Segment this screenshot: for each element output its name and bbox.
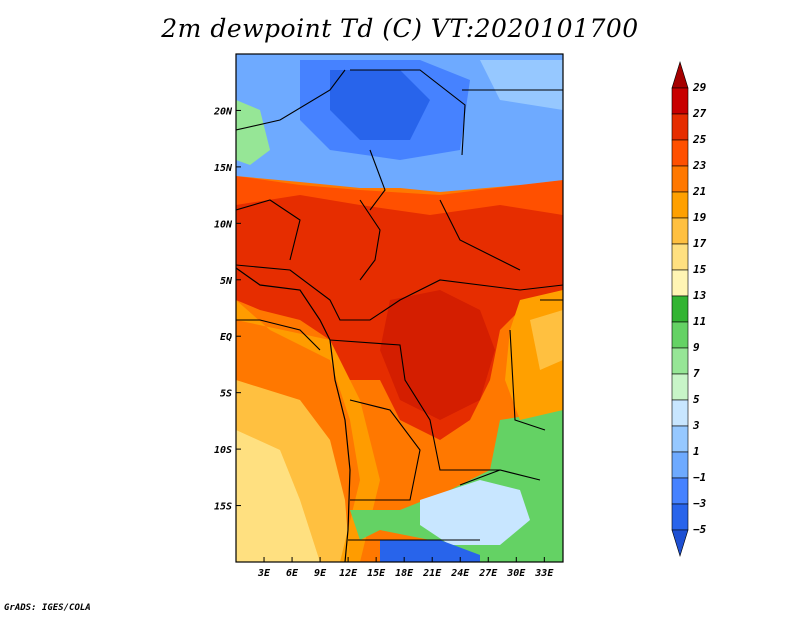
colorbar-swatch bbox=[671, 295, 689, 323]
colorbar-label: 25 bbox=[693, 133, 707, 146]
colorbar-swatch bbox=[671, 269, 689, 297]
x-tick-label: 15E bbox=[367, 568, 386, 579]
colorbar-label: −3 bbox=[693, 497, 707, 510]
x-tick-label: 3E bbox=[257, 568, 271, 579]
x-tick-label: 30E bbox=[506, 568, 526, 579]
colorbar-swatch bbox=[671, 113, 689, 141]
colorbar-swatch bbox=[671, 373, 689, 401]
y-tick-label: 15N bbox=[214, 163, 233, 174]
x-tick-label: 9E bbox=[314, 568, 327, 579]
x-tick-label: 21E bbox=[422, 568, 442, 579]
dewpoint-field bbox=[236, 54, 563, 562]
colorbar-label: −1 bbox=[693, 471, 707, 484]
colorbar-label: 21 bbox=[693, 185, 707, 198]
colorbar-swatch bbox=[671, 503, 689, 531]
axis-ticks: 3E 6E 9E 12E 15E 18E 21E 24E 27E 30E 33E 20N 15N 10N 5… bbox=[213, 106, 554, 579]
x-tick-label: 18E bbox=[395, 568, 414, 579]
x-tick-label: 27E bbox=[478, 568, 498, 579]
footer-credit: GrADS: IGES/COLA bbox=[4, 603, 91, 613]
colorbar-label: 29 bbox=[693, 81, 707, 94]
coastline bbox=[235, 267, 351, 563]
colorbar-swatch bbox=[671, 477, 689, 505]
colorbar-label: 17 bbox=[693, 237, 707, 250]
colorbar-label: 23 bbox=[693, 159, 707, 172]
y-tick-label: 20N bbox=[213, 106, 233, 117]
x-tick-label: 33E bbox=[534, 568, 554, 579]
colorbar-swatch bbox=[671, 139, 689, 167]
colorbar bbox=[671, 60, 689, 558]
colorbar-swatch bbox=[671, 191, 689, 219]
y-tick-label: EQ bbox=[220, 332, 232, 343]
colorbar-swatch bbox=[671, 217, 689, 245]
y-tick-label: 10N bbox=[214, 219, 233, 230]
colorbar-label: 13 bbox=[693, 289, 707, 302]
x-tick-label: 24E bbox=[450, 568, 470, 579]
colorbar-label: 11 bbox=[693, 315, 707, 328]
x-tick-label: 12E bbox=[339, 568, 358, 579]
colorbar-swatch bbox=[671, 347, 689, 375]
colorbar-label: 9 bbox=[693, 341, 700, 354]
map-frame bbox=[235, 53, 564, 563]
y-tick-label: 5S bbox=[220, 389, 232, 400]
colorbar-swatch bbox=[671, 321, 689, 349]
x-tick-label: 6E bbox=[286, 568, 299, 579]
colorbar-swatch bbox=[671, 87, 689, 115]
y-tick-label: 10S bbox=[214, 445, 232, 456]
colorbar-swatch bbox=[671, 165, 689, 193]
colorbar-label: 7 bbox=[693, 367, 700, 380]
colorbar-label: −5 bbox=[693, 523, 707, 536]
colorbar-swatch bbox=[671, 451, 689, 479]
map-title: 2m dewpoint Td (C) VT:2020101700 bbox=[161, 14, 639, 43]
country-borders bbox=[236, 69, 563, 541]
colorbar-label: 3 bbox=[693, 419, 700, 432]
colorbar-swatch bbox=[671, 529, 689, 558]
y-tick-label: 5N bbox=[220, 276, 233, 287]
colorbar-swatch bbox=[671, 60, 689, 89]
y-tick-label: 15S bbox=[214, 502, 232, 513]
colorbar-label: 19 bbox=[693, 211, 707, 224]
colorbar-swatch bbox=[671, 243, 689, 271]
colorbar-label: 1 bbox=[693, 445, 700, 458]
colorbar-label: 15 bbox=[693, 263, 707, 276]
colorbar-label: 27 bbox=[693, 107, 707, 120]
colorbar-swatch bbox=[671, 399, 689, 427]
colorbar-label: 5 bbox=[693, 393, 700, 406]
colorbar-swatch bbox=[671, 425, 689, 453]
